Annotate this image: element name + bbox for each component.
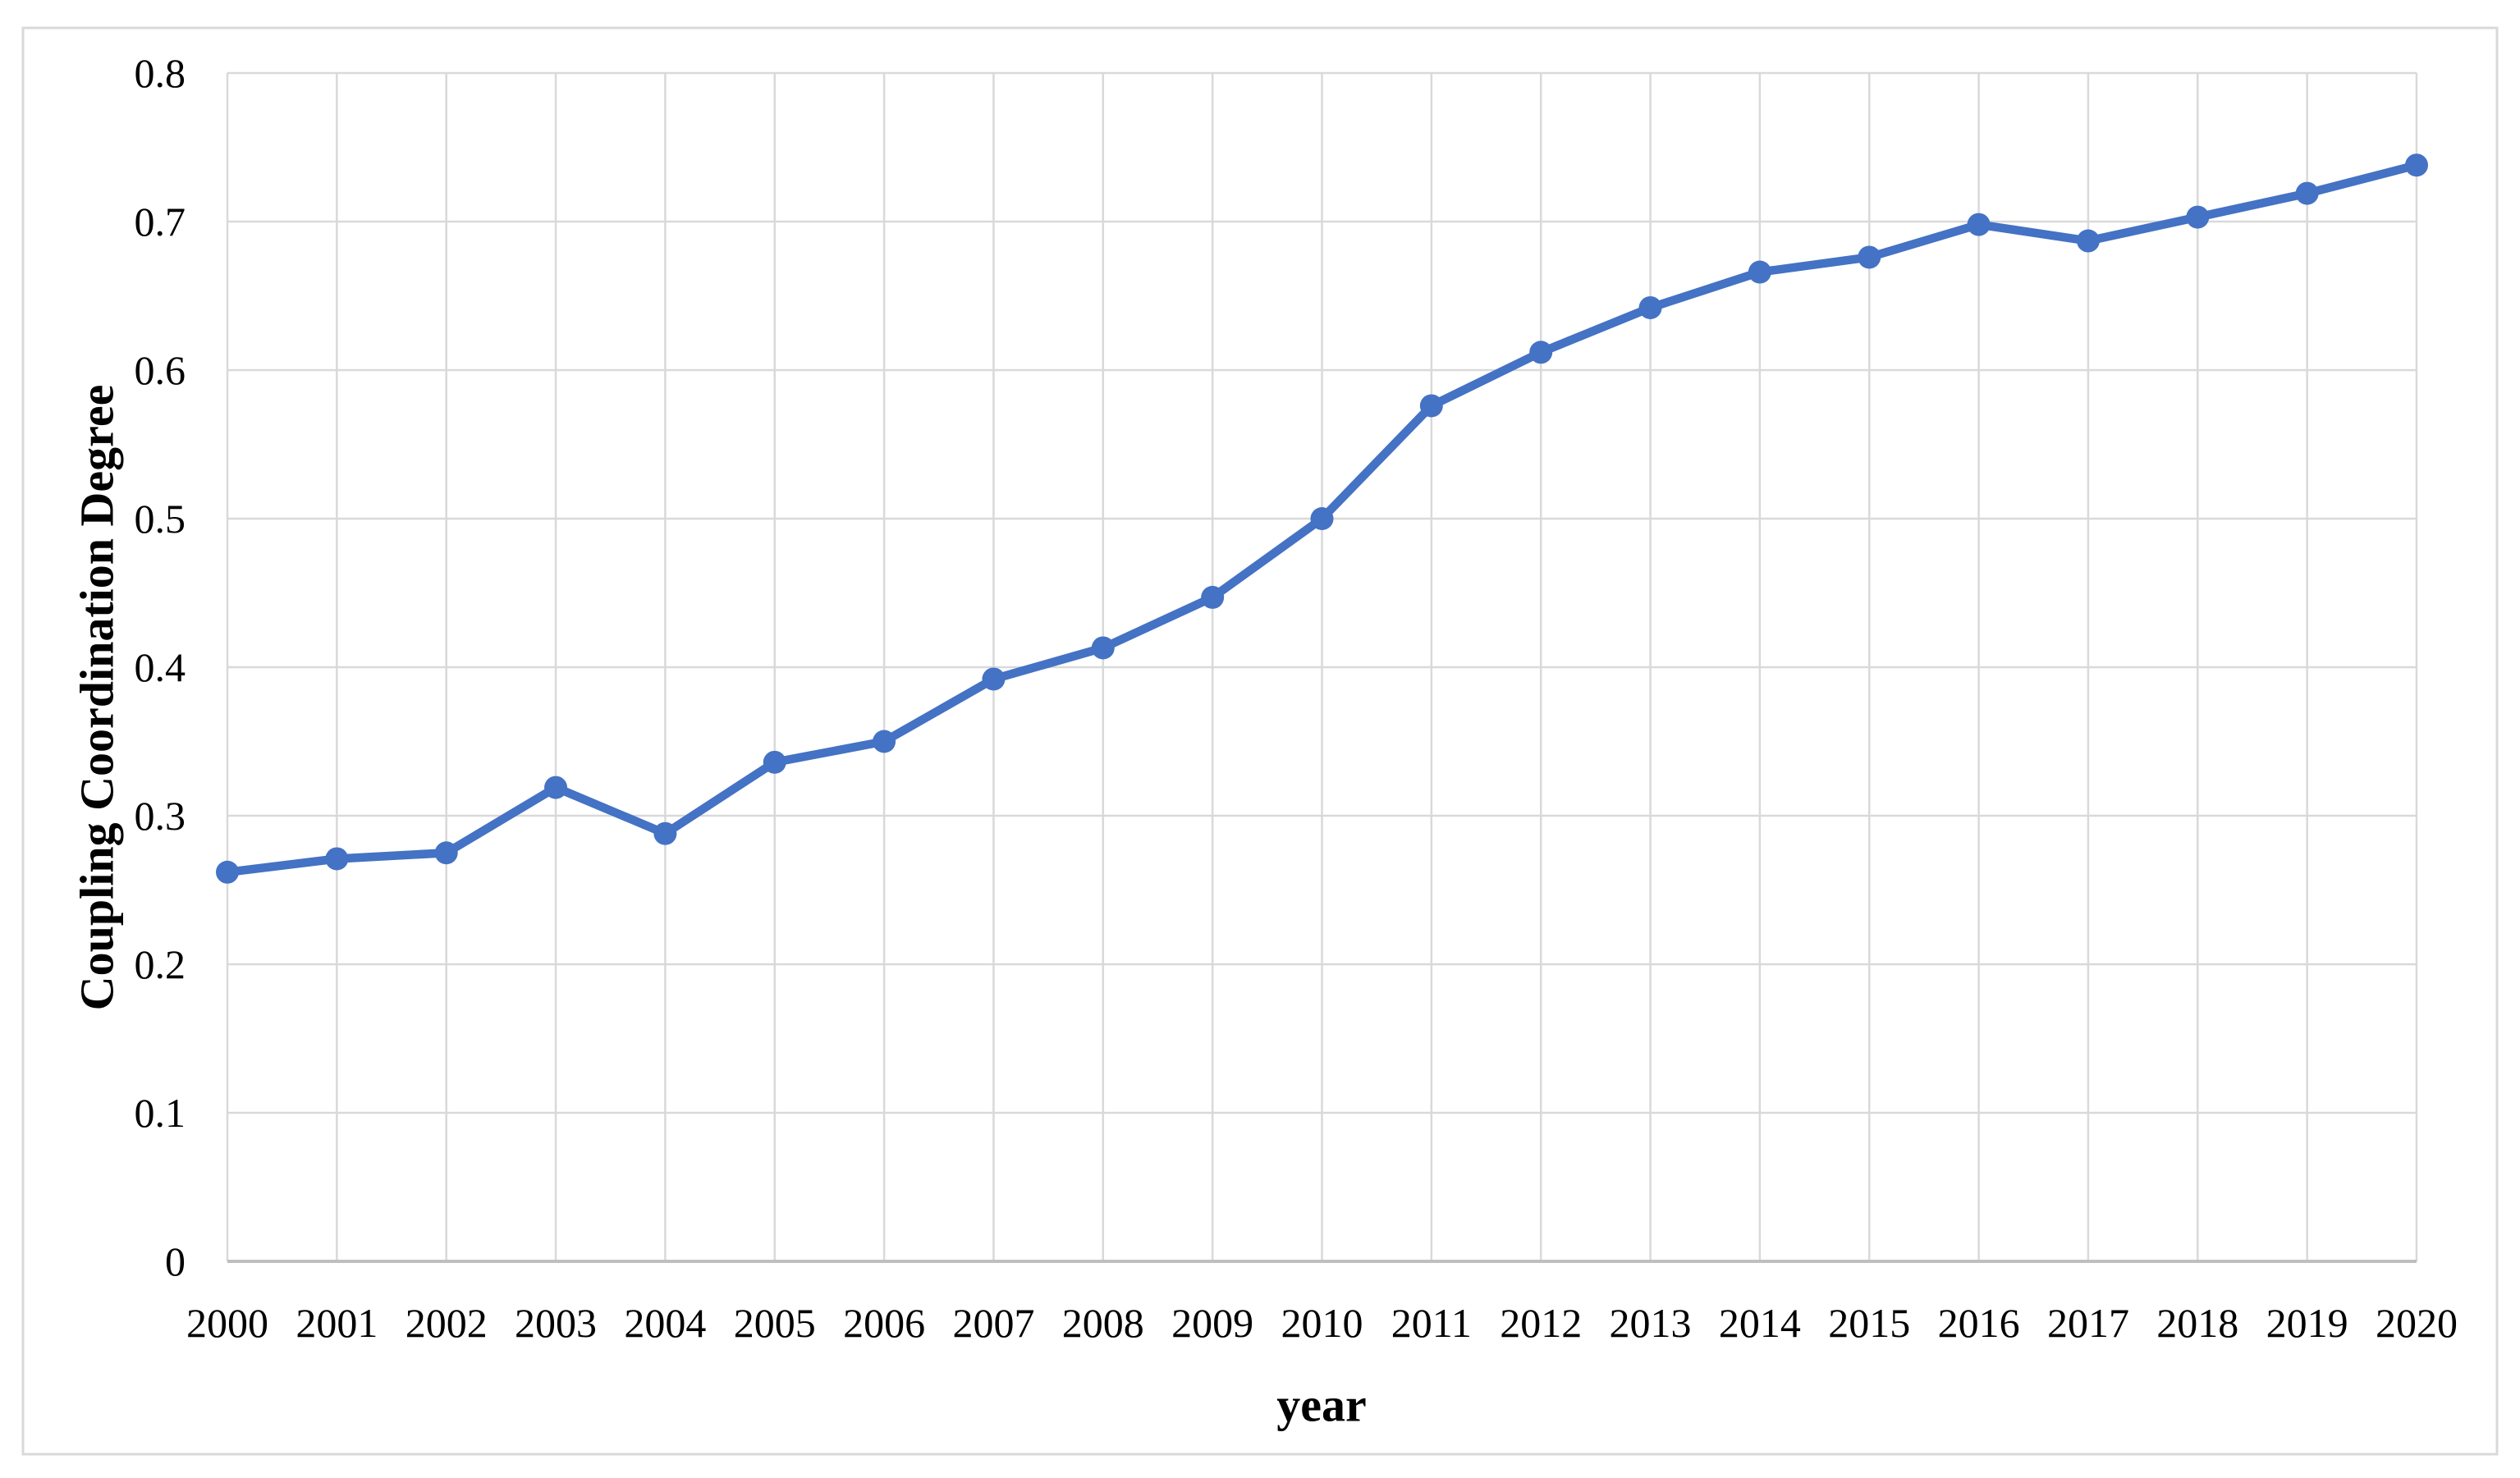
data-point-2012 — [1529, 341, 1553, 364]
y-tick-label: 0 — [165, 1238, 186, 1284]
x-tick-label: 2013 — [1610, 1300, 1692, 1346]
figure-border — [21, 26, 2499, 1456]
y-tick-label: 0.3 — [135, 793, 186, 839]
data-point-2000 — [216, 860, 239, 884]
x-tick-label: 2012 — [1500, 1300, 1582, 1346]
x-tick-label: 2005 — [734, 1300, 816, 1346]
data-point-2015 — [1858, 245, 1881, 269]
data-point-2009 — [1201, 585, 1225, 609]
data-point-2002 — [434, 841, 458, 865]
x-tick-label: 2014 — [1719, 1300, 1801, 1346]
x-tick-label: 2007 — [952, 1300, 1034, 1346]
data-point-2020 — [2405, 153, 2428, 177]
y-tick-label: 0.2 — [135, 941, 186, 987]
data-point-2005 — [763, 750, 786, 774]
x-tick-label: 2019 — [2266, 1300, 2348, 1346]
data-point-2010 — [1310, 507, 1334, 530]
data-point-2017 — [2076, 229, 2100, 253]
x-tick-label: 2010 — [1281, 1300, 1363, 1346]
y-tick-label: 0.8 — [135, 50, 186, 96]
data-point-2003 — [544, 776, 568, 799]
x-tick-label: 2011 — [1391, 1300, 1472, 1346]
x-tick-label: 2018 — [2156, 1300, 2238, 1346]
data-point-2018 — [2186, 205, 2210, 229]
x-tick-label: 2020 — [2376, 1300, 2458, 1346]
x-tick-label: 2001 — [296, 1300, 378, 1346]
data-point-2007 — [982, 667, 1006, 691]
x-axis-title: year — [1276, 1379, 1367, 1432]
data-point-2008 — [1091, 636, 1115, 660]
x-tick-label: 2017 — [2047, 1300, 2129, 1346]
data-point-2004 — [653, 821, 677, 845]
y-tick-label: 0.7 — [135, 199, 186, 245]
data-point-2019 — [2295, 181, 2319, 205]
y-tick-label: 0.1 — [135, 1090, 186, 1136]
x-tick-label: 2008 — [1062, 1300, 1144, 1346]
data-point-2001 — [325, 847, 349, 871]
data-point-2016 — [1967, 213, 1991, 236]
x-tick-label: 2015 — [1828, 1300, 1910, 1346]
x-tick-label: 2016 — [1938, 1300, 2020, 1346]
x-tick-label: 2000 — [186, 1300, 268, 1346]
y-tick-label: 0.4 — [135, 644, 186, 690]
x-tick-label: 2006 — [843, 1300, 925, 1346]
y-tick-label: 0.6 — [135, 347, 186, 393]
y-tick-label: 0.5 — [135, 496, 186, 542]
x-tick-label: 2003 — [515, 1300, 597, 1346]
y-axis-title: Coupling Coordination Degree — [71, 385, 124, 1011]
x-tick-label: 2009 — [1171, 1300, 1253, 1346]
data-point-2006 — [873, 730, 896, 753]
data-point-2014 — [1748, 260, 1771, 284]
x-tick-label: 2002 — [405, 1300, 488, 1346]
data-point-2013 — [1638, 295, 1662, 319]
x-tick-label: 2004 — [624, 1300, 706, 1346]
data-point-2011 — [1419, 394, 1443, 418]
